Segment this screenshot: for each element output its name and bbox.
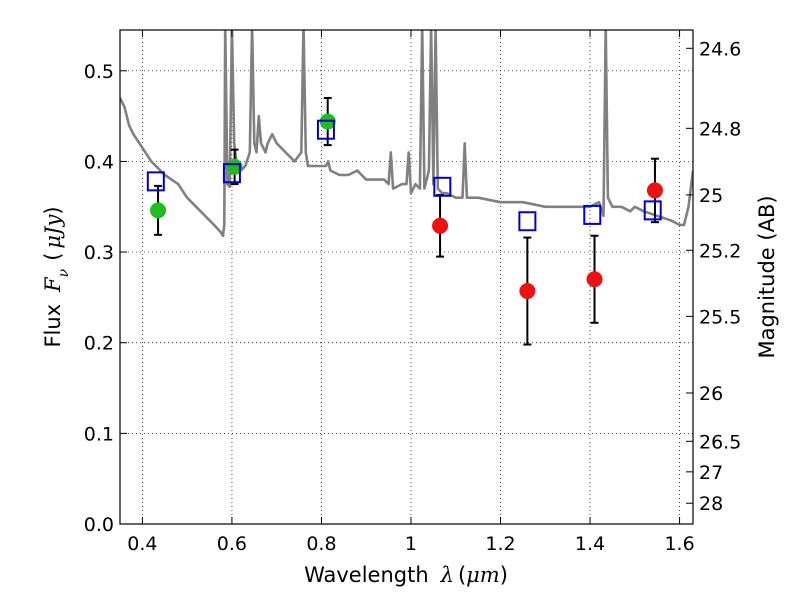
magnitude-tick-label: 28 [699,493,723,515]
y-axis-label: FluxFν(μJy) [41,206,72,347]
x-tick-label: 1.2 [485,533,515,555]
magnitude-tick-label: 24.6 [699,38,741,60]
photometry-point [519,283,536,300]
model-box-marker [146,171,165,192]
magnitude-tick-label: 27 [699,462,723,484]
model-box-marker [518,211,537,232]
y-tick-label: 0.5 [84,61,114,83]
magnitude-tick-label: 25.5 [699,306,741,328]
photometry-point [226,158,243,175]
plot-frame [119,29,694,525]
x-tick-label: 0.4 [127,533,157,555]
sed-model-line [120,30,693,238]
x-axis-label: Wavelength λ (μm) [304,563,508,587]
points-layer [146,96,663,346]
model-box-marker [433,176,452,197]
photometry-point [586,271,603,288]
y-tick-label: 0.3 [84,242,114,264]
photometry-point [150,202,167,219]
model-box-marker [222,163,241,184]
y-axis: 0.0 0.1 0.2 0.3 0.4 0.5 [84,61,127,536]
y-tick-label: 0.0 [84,514,114,536]
model-box-marker [583,204,602,225]
model-box-marker [643,200,662,221]
x-tick-label: 1.4 [575,533,605,555]
magnitude-axis: 24.6 24.8 25 25.2 25.5 26 26.5 27 28 [686,38,741,515]
magnitude-axis-label: Magnitude (AB) [755,195,779,358]
magnitude-tick-label: 26.5 [699,431,741,453]
photometry-point [432,217,449,234]
x-tick-label: 0.8 [306,533,336,555]
magnitude-tick-label: 25 [699,185,723,207]
magnitude-tick-label: 25.2 [699,240,741,262]
sed-layer [120,30,693,238]
magnitude-tick-label: 26 [699,383,723,405]
x-tick-label: 1 [405,533,417,555]
y-tick-label: 0.2 [84,333,114,355]
model-box-marker [316,119,335,140]
x-tick-label: 1.6 [664,533,694,555]
y-tick-label: 0.4 [84,151,114,173]
x-axis: 0.4 0.6 0.8 1 1.2 1.4 1.6 [127,30,695,555]
x-tick-label: 0.6 [217,533,247,555]
y-tick-label: 0.1 [84,423,114,445]
magnitude-tick-label: 24.8 [699,118,741,140]
photometry-point [646,182,663,199]
